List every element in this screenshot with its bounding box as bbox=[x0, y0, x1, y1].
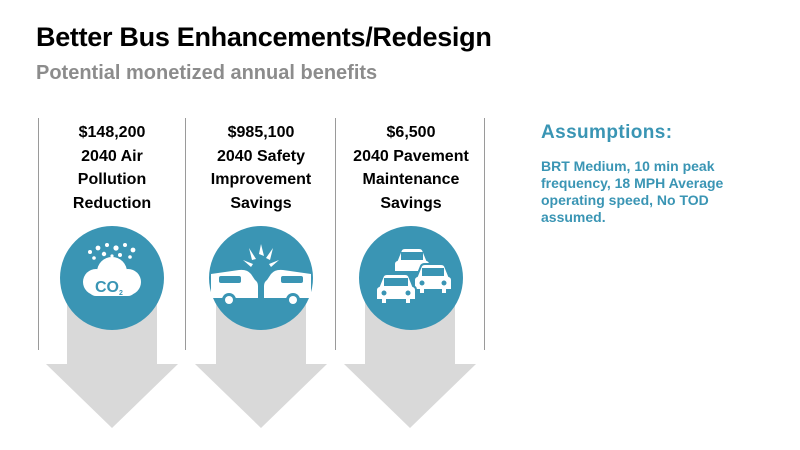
benefit-label-line: Improvement bbox=[210, 171, 312, 188]
column-divider bbox=[38, 118, 39, 350]
benefit-label-line: Savings bbox=[230, 194, 292, 212]
benefit-amount: $985,100 bbox=[227, 124, 295, 141]
car-collision-icon bbox=[209, 226, 313, 330]
column-divider bbox=[484, 118, 485, 350]
benefit-label-line: 2040 Pavement bbox=[353, 147, 469, 165]
benefit-label-line: Reduction bbox=[72, 194, 152, 212]
down-arrow-icon bbox=[46, 300, 178, 428]
co2-subscript: 2 bbox=[119, 290, 123, 297]
assumptions-text: BRT Medium, 10 min peak frequency, 18 MP… bbox=[541, 158, 724, 225]
slide-subtitle: Potential monetized annual benefits bbox=[36, 62, 378, 84]
down-arrow-icon bbox=[344, 300, 476, 428]
co2-cloud-icon: CO 2 bbox=[60, 226, 164, 330]
benefit-safety: $985,100 2040 Safety Improvement Savings bbox=[186, 121, 336, 215]
benefit-label-line: Pollution bbox=[77, 171, 147, 188]
co2-label: CO bbox=[95, 279, 119, 296]
benefit-amount: $148,200 bbox=[78, 124, 146, 141]
down-arrow-icon bbox=[195, 300, 327, 428]
benefit-air-pollution: $148,200 2040 Air Pollution Reduction bbox=[37, 121, 187, 215]
slide-title: Better Bus Enhancements/Redesign bbox=[36, 22, 492, 52]
benefit-amount: $6,500 bbox=[386, 124, 436, 141]
benefit-label-line: 2040 Air bbox=[81, 147, 143, 165]
benefit-label-line: 2040 Safety bbox=[216, 147, 306, 165]
benefit-pavement: $6,500 2040 Pavement Maintenance Savings bbox=[336, 121, 486, 215]
column-divider bbox=[185, 118, 186, 350]
traffic-cars-icon bbox=[359, 226, 463, 330]
benefit-label-line: Maintenance bbox=[362, 171, 460, 188]
assumptions-title: Assumptions: bbox=[541, 122, 673, 143]
benefit-label-line: Savings bbox=[380, 194, 442, 212]
column-divider bbox=[335, 118, 336, 350]
